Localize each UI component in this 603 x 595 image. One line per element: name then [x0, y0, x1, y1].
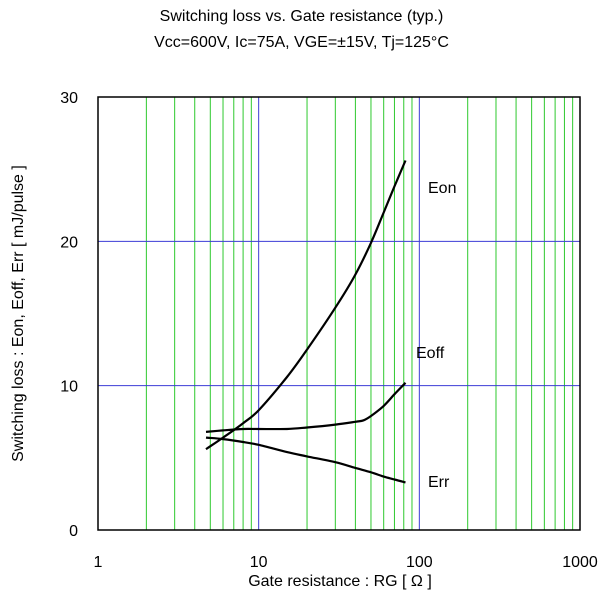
x-tick-label: 100: [406, 554, 433, 571]
x-tick-label: 1000: [562, 554, 598, 571]
chart-title: Switching loss vs. Gate resistance (typ.…: [159, 8, 444, 25]
series-line-eon: [205, 160, 407, 451]
y-tick-label: 10: [60, 379, 78, 396]
series-line-eoff: [205, 382, 407, 433]
grid: [98, 97, 580, 530]
y-axis-title: Switching loss : Eon, Eoff, Err [ mJ/pul…: [10, 165, 27, 462]
series-line-err: [205, 436, 406, 484]
y-tick-label: 0: [69, 523, 78, 540]
series: [205, 160, 407, 484]
axes: [97, 96, 581, 531]
x-tick-label: 10: [250, 554, 268, 571]
chart-subtitle: Vcc=600V, Ic=75A, VGE=±15V, Tj=125°C: [154, 34, 449, 51]
series-label-err: Err: [428, 474, 450, 491]
x-axis-title: Gate resistance : RG [ Ω ]: [248, 573, 432, 590]
plot-frame: [97, 96, 581, 531]
x-tick-label: 1: [94, 554, 103, 571]
labels: 1 10 100 1000 0 10 20 30 Gate resistance : RG [ …: [10, 90, 598, 590]
y-tick-label: 30: [60, 90, 78, 107]
series-label-eon: Eon: [428, 180, 456, 197]
series-label-eoff: Eoff: [416, 345, 445, 362]
y-tick-label: 20: [60, 234, 78, 251]
